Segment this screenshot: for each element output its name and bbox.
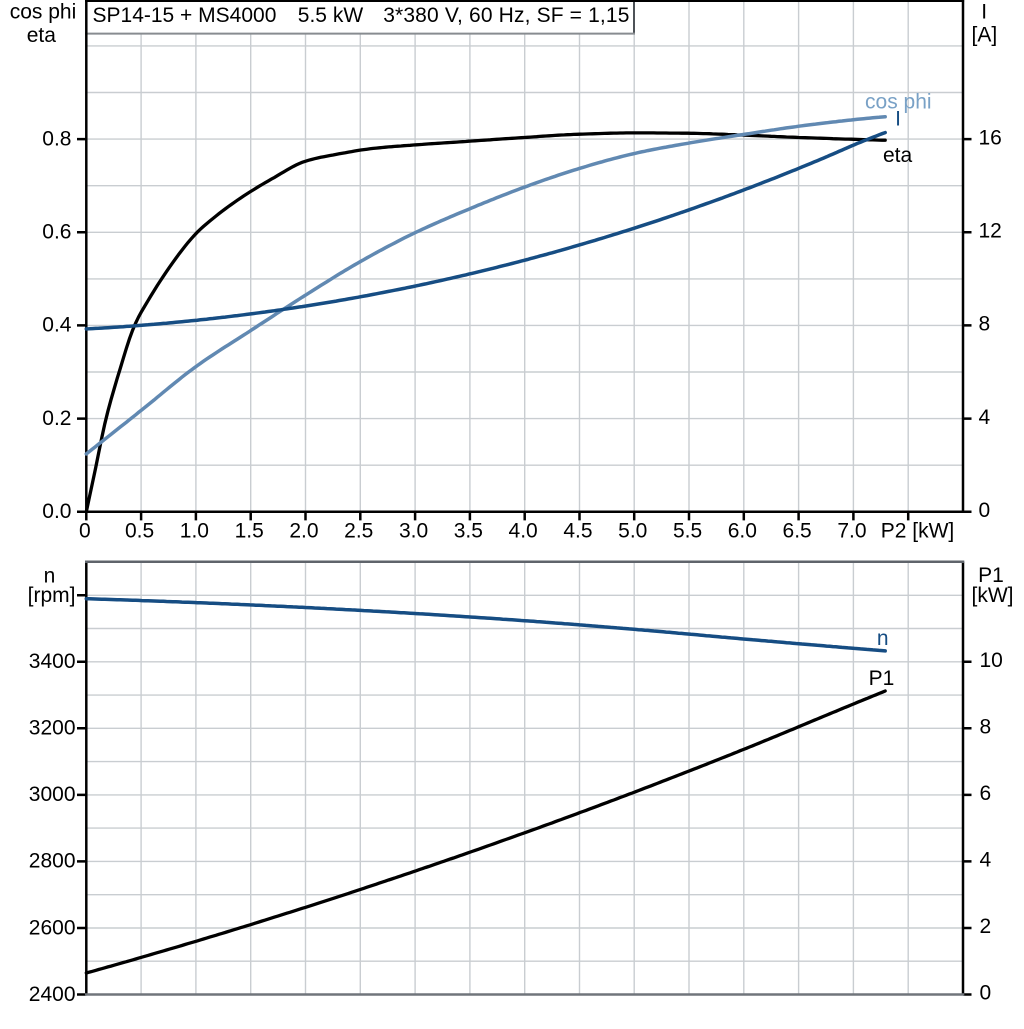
svg-text:7.0: 7.0 <box>837 519 866 542</box>
svg-text:[kW]: [kW] <box>972 584 1014 607</box>
svg-text:16: 16 <box>979 126 1002 149</box>
svg-text:8: 8 <box>980 716 992 739</box>
svg-text:1.0: 1.0 <box>180 519 209 542</box>
svg-text:4: 4 <box>980 849 992 872</box>
svg-text:cos phi: cos phi <box>10 0 77 23</box>
svg-text:0: 0 <box>79 519 91 542</box>
svg-text:eta: eta <box>27 24 57 47</box>
svg-text:0: 0 <box>980 982 992 1005</box>
svg-text:3400: 3400 <box>29 650 76 673</box>
svg-text:I: I <box>895 108 901 131</box>
svg-text:SP14-15 + MS4000: SP14-15 + MS4000 <box>93 4 277 27</box>
svg-text:0.8: 0.8 <box>42 127 71 150</box>
svg-text:3000: 3000 <box>29 783 76 806</box>
svg-text:6: 6 <box>980 782 992 805</box>
svg-text:P1: P1 <box>869 667 895 690</box>
svg-text:0.0: 0.0 <box>42 500 71 523</box>
svg-text:4: 4 <box>979 406 991 429</box>
svg-text:cos phi: cos phi <box>865 91 932 114</box>
svg-text:2800: 2800 <box>29 850 76 873</box>
svg-text:1.5: 1.5 <box>235 519 264 542</box>
svg-text:0: 0 <box>979 499 991 522</box>
svg-text:2400: 2400 <box>29 983 76 1006</box>
svg-text:2.5: 2.5 <box>344 519 373 542</box>
svg-text:n: n <box>877 627 889 650</box>
svg-text:6.0: 6.0 <box>728 519 757 542</box>
svg-text:3200: 3200 <box>29 717 76 740</box>
svg-text:P1: P1 <box>978 564 1004 587</box>
svg-text:P2 [kW]: P2 [kW] <box>881 519 955 542</box>
svg-text:5.5: 5.5 <box>673 519 702 542</box>
svg-text:I: I <box>981 0 987 23</box>
svg-text:[rpm]: [rpm] <box>28 584 76 607</box>
svg-text:8: 8 <box>979 313 991 336</box>
svg-text:3.0: 3.0 <box>399 519 428 542</box>
svg-text:2.0: 2.0 <box>289 519 318 542</box>
svg-text:0.2: 0.2 <box>42 407 71 430</box>
svg-text:eta: eta <box>883 144 913 167</box>
svg-text:5.0: 5.0 <box>618 519 647 542</box>
svg-text:0.6: 0.6 <box>42 221 71 244</box>
svg-text:10: 10 <box>980 649 1003 672</box>
svg-text:4.0: 4.0 <box>509 519 538 542</box>
svg-text:0.5: 0.5 <box>125 519 154 542</box>
svg-text:4.5: 4.5 <box>563 519 592 542</box>
svg-text:2: 2 <box>980 915 992 938</box>
svg-text:n: n <box>44 565 56 588</box>
svg-text:5.5 kW: 5.5 kW <box>298 4 364 27</box>
svg-text:6.5: 6.5 <box>783 519 812 542</box>
svg-text:[A]: [A] <box>972 24 998 47</box>
svg-text:12: 12 <box>979 219 1002 242</box>
svg-text:3.5: 3.5 <box>454 519 483 542</box>
svg-text:2600: 2600 <box>29 916 76 939</box>
svg-text:3*380 V, 60 Hz, SF = 1,15: 3*380 V, 60 Hz, SF = 1,15 <box>383 4 629 27</box>
svg-text:0.4: 0.4 <box>42 314 72 337</box>
